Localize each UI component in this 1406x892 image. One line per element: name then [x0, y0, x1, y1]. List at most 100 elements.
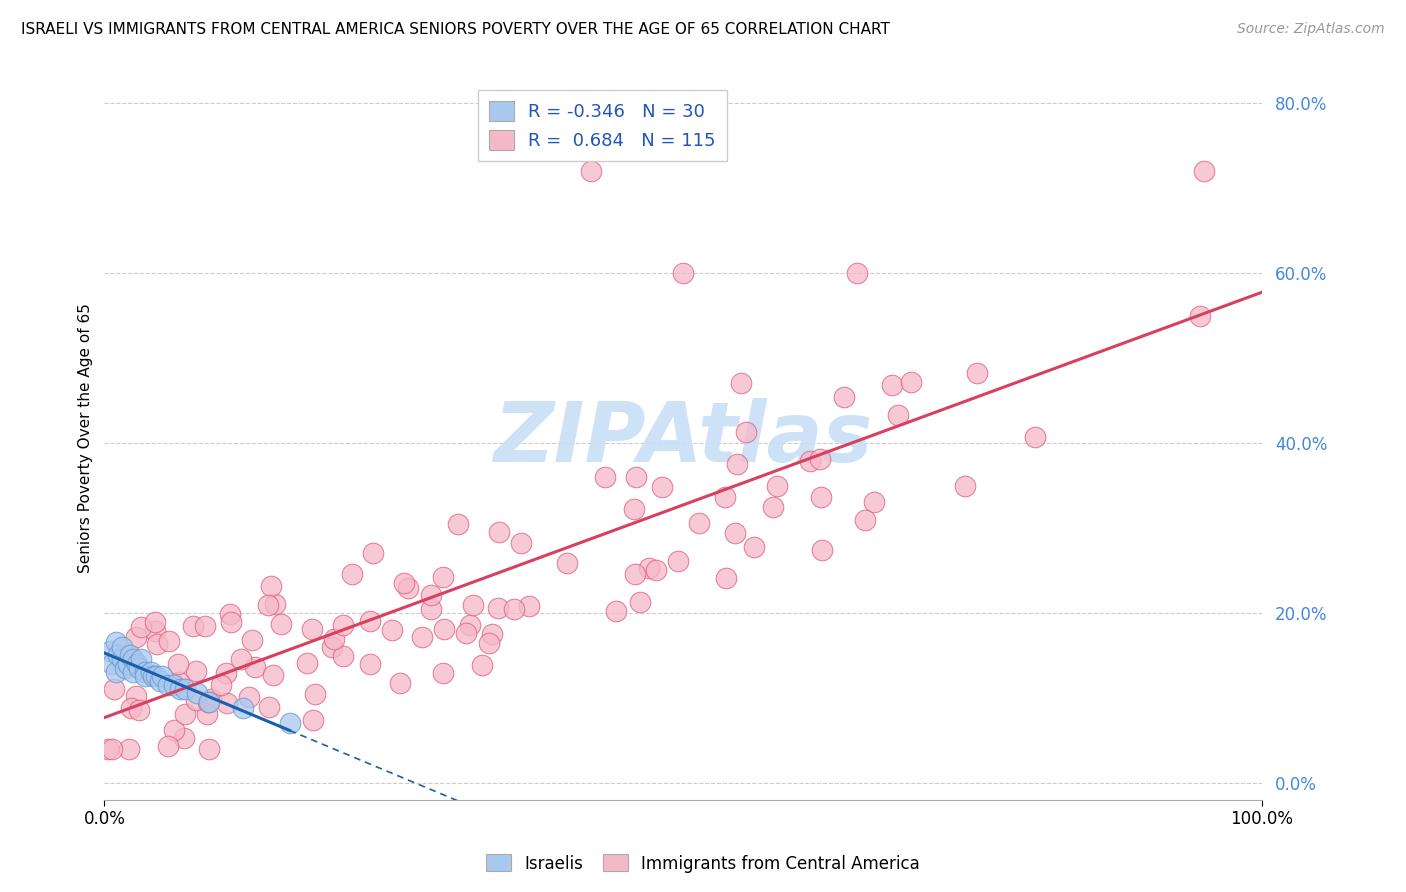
Point	[420, 602, 443, 616]
Point	[359, 657, 381, 672]
Point	[1192, 164, 1215, 178]
Point	[808, 451, 831, 466]
Point	[125, 657, 148, 671]
Point	[388, 675, 411, 690]
Point	[799, 453, 821, 467]
Point	[845, 266, 868, 280]
Point	[628, 595, 651, 609]
Point	[863, 494, 886, 508]
Point	[145, 669, 167, 683]
Point	[143, 615, 166, 630]
Point	[624, 567, 647, 582]
Y-axis label: Seniors Poverty Over the Age of 65: Seniors Poverty Over the Age of 65	[79, 303, 93, 574]
Point	[118, 648, 141, 662]
Point	[129, 620, 152, 634]
Point	[301, 622, 323, 636]
Point	[595, 470, 617, 484]
Point	[624, 470, 647, 484]
Point	[638, 560, 661, 574]
Point	[259, 579, 281, 593]
Point	[456, 626, 478, 640]
Point	[509, 536, 531, 550]
Point	[420, 587, 443, 601]
Legend: R = -0.346   N = 30, R =  0.684   N = 115: R = -0.346 N = 30, R = 0.684 N = 115	[478, 90, 727, 161]
Point	[304, 687, 326, 701]
Point	[200, 692, 222, 706]
Point	[381, 623, 404, 637]
Point	[714, 571, 737, 585]
Point	[714, 491, 737, 505]
Point	[184, 664, 207, 678]
Point	[163, 678, 186, 692]
Point	[486, 600, 509, 615]
Point	[173, 706, 195, 721]
Point	[197, 695, 219, 709]
Point	[447, 517, 470, 532]
Point	[181, 619, 204, 633]
Point	[157, 678, 180, 692]
Point	[727, 458, 749, 472]
Point	[481, 627, 503, 641]
Point	[128, 703, 150, 717]
Point	[238, 690, 260, 704]
Point	[672, 266, 695, 280]
Point	[688, 516, 710, 530]
Point	[229, 651, 252, 665]
Point	[278, 716, 301, 731]
Point	[1188, 309, 1211, 323]
Point	[149, 673, 172, 688]
Point	[458, 618, 481, 632]
Point	[111, 640, 134, 654]
Point	[157, 633, 180, 648]
Point	[142, 669, 165, 683]
Point	[186, 686, 208, 700]
Point	[107, 648, 129, 662]
Point	[101, 657, 124, 671]
Point	[167, 657, 190, 671]
Point	[264, 598, 287, 612]
Point	[880, 378, 903, 392]
Point	[259, 699, 281, 714]
Point	[150, 669, 173, 683]
Point	[163, 723, 186, 737]
Point	[111, 652, 134, 666]
Point	[853, 513, 876, 527]
Point	[134, 665, 156, 679]
Point	[104, 665, 127, 679]
Point	[832, 390, 855, 404]
Point	[461, 598, 484, 612]
Point	[125, 630, 148, 644]
Point	[240, 632, 263, 647]
Point	[217, 696, 239, 710]
Point	[215, 665, 238, 680]
Point	[146, 638, 169, 652]
Point	[173, 731, 195, 745]
Point	[117, 741, 139, 756]
Point	[332, 649, 354, 664]
Point	[122, 652, 145, 666]
Point	[262, 667, 284, 681]
Point	[666, 554, 689, 568]
Point	[555, 556, 578, 570]
Point	[517, 599, 540, 613]
Point	[392, 576, 415, 591]
Point	[651, 480, 673, 494]
Point	[114, 661, 136, 675]
Point	[623, 502, 645, 516]
Point	[122, 665, 145, 679]
Point	[762, 500, 785, 515]
Point	[644, 563, 666, 577]
Point	[887, 408, 910, 422]
Point	[219, 607, 242, 621]
Point	[143, 624, 166, 639]
Point	[471, 658, 494, 673]
Point	[297, 656, 319, 670]
Point	[432, 665, 454, 680]
Point	[197, 695, 219, 709]
Point	[810, 543, 832, 558]
Point	[243, 660, 266, 674]
Point	[742, 540, 765, 554]
Text: ZIPAtlas: ZIPAtlas	[494, 398, 873, 479]
Point	[169, 674, 191, 689]
Point	[97, 741, 120, 756]
